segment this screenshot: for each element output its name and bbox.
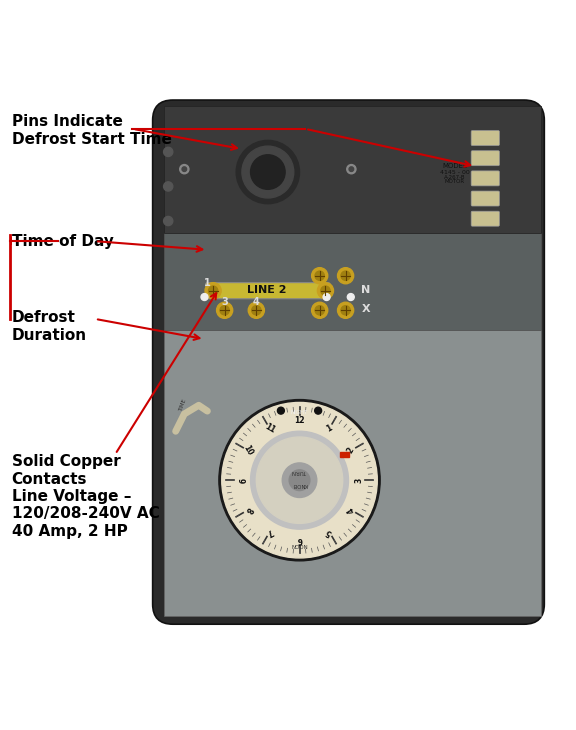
Text: MOTOR: MOTOR [445, 180, 465, 185]
Text: 3: 3 [354, 477, 363, 483]
FancyBboxPatch shape [471, 191, 499, 206]
Text: N: N [361, 285, 370, 295]
Text: 6: 6 [297, 535, 302, 544]
Circle shape [219, 399, 380, 561]
Text: NIGHT: NIGHT [291, 410, 308, 415]
Text: TURN: TURN [292, 469, 307, 474]
Circle shape [289, 470, 310, 491]
Circle shape [251, 155, 285, 189]
Text: 1: 1 [204, 277, 211, 288]
Circle shape [315, 306, 324, 315]
Circle shape [222, 402, 377, 558]
Text: 4: 4 [253, 296, 260, 307]
Circle shape [338, 268, 354, 284]
Text: Time of Day: Time of Day [12, 234, 113, 249]
Circle shape [182, 167, 187, 172]
Circle shape [323, 293, 330, 301]
FancyBboxPatch shape [471, 211, 499, 226]
FancyBboxPatch shape [471, 171, 499, 186]
Circle shape [164, 182, 173, 191]
Text: A-267-B: A-267-B [444, 174, 466, 180]
Text: TIME: TIME [179, 399, 188, 412]
Circle shape [312, 302, 328, 318]
Circle shape [278, 407, 285, 414]
Text: Solid Copper
Contacts
Line Voltage –
120/208-240V AC
40 Amp, 2 HP: Solid Copper Contacts Line Voltage – 120… [12, 454, 160, 539]
Circle shape [180, 164, 189, 174]
Circle shape [312, 268, 328, 284]
Text: 12: 12 [294, 416, 305, 426]
Text: NOON: NOON [291, 545, 308, 550]
FancyBboxPatch shape [10, 237, 12, 245]
Circle shape [220, 306, 229, 315]
Text: 4: 4 [346, 505, 356, 515]
Text: 2: 2 [346, 446, 356, 455]
Text: 3: 3 [221, 296, 228, 307]
Bar [340, 452, 349, 456]
Circle shape [315, 271, 324, 280]
Text: 9: 9 [236, 477, 245, 483]
Circle shape [282, 463, 317, 497]
Circle shape [256, 437, 343, 523]
Circle shape [209, 286, 218, 296]
FancyBboxPatch shape [471, 131, 499, 145]
Text: MODEL: MODEL [442, 164, 468, 169]
Text: 10: 10 [241, 444, 255, 457]
Circle shape [314, 407, 321, 414]
Text: Pins Indicate
Defrost Start Time: Pins Indicate Defrost Start Time [12, 115, 172, 147]
Circle shape [252, 306, 261, 315]
Circle shape [317, 283, 334, 299]
Circle shape [217, 302, 233, 318]
Circle shape [205, 283, 221, 299]
FancyBboxPatch shape [471, 150, 499, 166]
Text: 1: 1 [325, 423, 334, 434]
FancyBboxPatch shape [206, 283, 330, 299]
Circle shape [338, 302, 354, 318]
Circle shape [242, 146, 294, 198]
Text: Defrost
Duration: Defrost Duration [12, 310, 86, 342]
Circle shape [347, 293, 354, 301]
Circle shape [236, 140, 300, 204]
Text: 11: 11 [263, 422, 276, 435]
Circle shape [321, 286, 330, 296]
Polygon shape [164, 233, 541, 331]
Circle shape [164, 216, 173, 226]
Polygon shape [164, 106, 541, 233]
Circle shape [248, 302, 264, 318]
Text: 7: 7 [266, 526, 274, 537]
Circle shape [251, 431, 348, 529]
Text: X: X [362, 304, 370, 314]
Circle shape [349, 167, 354, 172]
Text: 5: 5 [325, 526, 334, 537]
Circle shape [341, 271, 350, 280]
Circle shape [164, 147, 173, 156]
Text: 4145 - 00: 4145 - 00 [440, 169, 470, 174]
FancyBboxPatch shape [153, 100, 544, 624]
Circle shape [341, 306, 350, 315]
Text: KNOB: KNOB [292, 482, 307, 487]
Circle shape [347, 164, 356, 174]
Text: LINE 2: LINE 2 [247, 285, 286, 295]
Polygon shape [164, 331, 541, 615]
Circle shape [201, 293, 208, 301]
Text: 8: 8 [243, 505, 253, 515]
